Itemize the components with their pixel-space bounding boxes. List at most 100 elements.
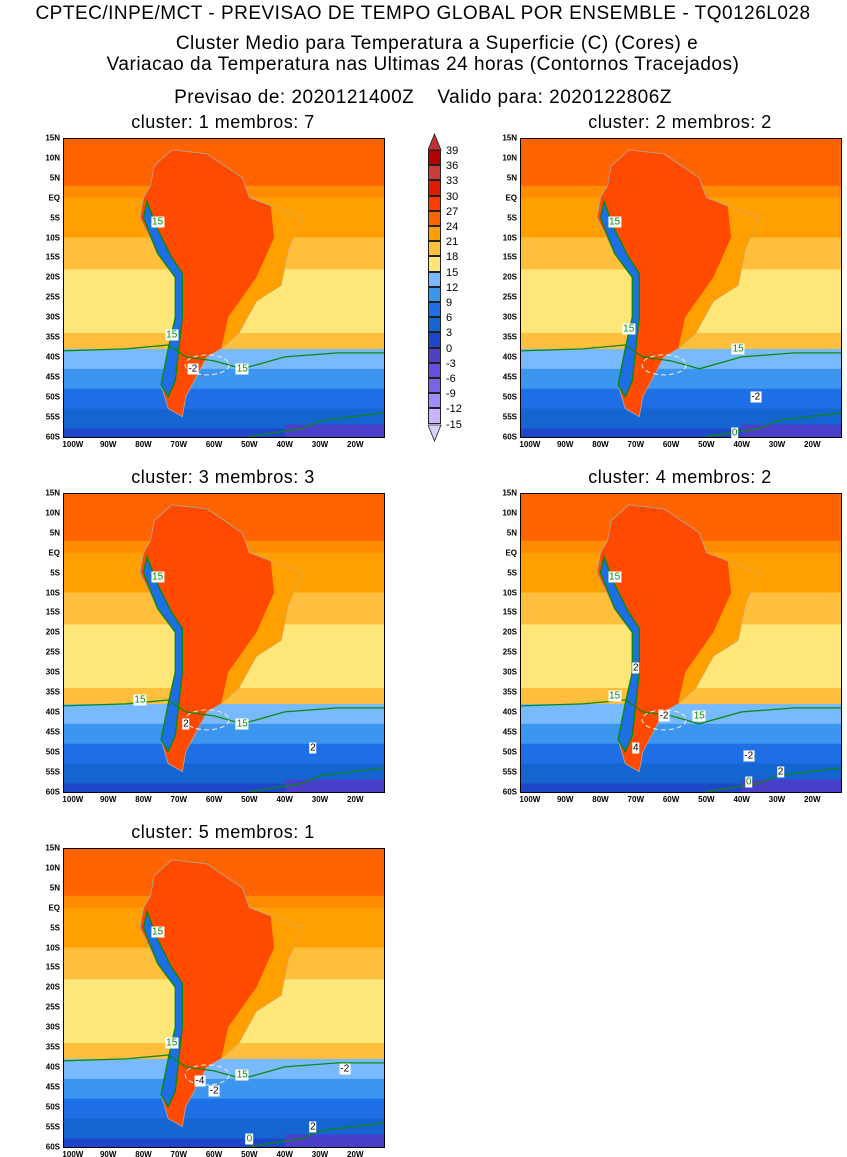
south-america-east-coast — [678, 205, 760, 349]
latitude-tick-label: 15S — [502, 252, 517, 262]
temperature-map — [63, 138, 385, 438]
header-forecast-dates: Previsao de: 2020121400Z Valido para: 20… — [174, 87, 672, 108]
longitude-tick-label: 60W — [662, 440, 680, 449]
longitude-tick-label: 30W — [311, 1150, 329, 1157]
latitude-tick-label: EQ — [505, 193, 517, 203]
colorbar-segment — [428, 317, 441, 333]
temperature-map — [63, 493, 385, 793]
ocean-band — [520, 703, 842, 725]
colorbar-label: -12 — [446, 403, 462, 416]
colorbar-label: -3 — [446, 357, 456, 370]
contour-15-south — [249, 767, 385, 793]
latitude-tick-label: 40S — [45, 707, 60, 717]
longitude-tick-label: 70W — [170, 795, 188, 804]
latitude-tick-label: 5S — [50, 923, 60, 933]
contour-label: 2 — [632, 662, 640, 674]
contour-label: 15 — [692, 710, 706, 722]
longitude-tick-label: 100W — [62, 795, 84, 804]
contour-label: 15 — [731, 343, 745, 355]
latitude-tick-label: 50S — [45, 747, 60, 757]
ocean-band — [63, 1118, 385, 1140]
colorbar-label: 33 — [446, 175, 459, 188]
colorbar-segment — [428, 408, 441, 424]
contour-label: -2 — [187, 363, 199, 375]
cluster-map-panel: 15N 10N 5N EQ 5S 10S 15S 20S 25S 30S 35S 40S 45S 50S 5… — [45, 844, 385, 1157]
latitude-tick-label: 30S — [502, 312, 517, 322]
latitude-tick-label: 10N — [502, 508, 517, 518]
longitude-tick-label: 20W — [347, 440, 364, 449]
latitude-tick-label: 15S — [502, 607, 517, 617]
ocean-band — [741, 779, 842, 793]
latitude-tick-label: EQ — [48, 903, 60, 913]
contour-15 — [520, 699, 842, 725]
contour-label: 15 — [165, 1037, 179, 1049]
longitude-tick-label: 20W — [347, 795, 364, 804]
longitude-tick-label: 90W — [99, 795, 117, 804]
ocean-band — [63, 388, 385, 410]
colorbar-label: 24 — [446, 221, 459, 233]
contour-label: 15 — [608, 571, 622, 583]
latitude-tick-label: 5S — [50, 213, 60, 223]
contour-label: 15 — [151, 571, 165, 583]
colorbar-label: 12 — [446, 281, 459, 294]
latitude-tick-label: 35S — [45, 1042, 60, 1052]
colorbar-label: -15 — [446, 418, 462, 431]
latitude-tick-label: 15N — [45, 843, 60, 853]
latitude-tick-label: 55S — [45, 1122, 60, 1132]
colorbar-label: 39 — [446, 145, 459, 157]
longitude-tick-label: 90W — [99, 1150, 117, 1157]
latitude-tick-label: 45S — [502, 372, 517, 382]
longitude-tick-label: 20W — [804, 440, 821, 449]
longitude-tick-label: 80W — [135, 440, 152, 449]
latitude-tick-label: 10N — [45, 863, 60, 873]
latitude-tick-label: 50S — [45, 1102, 60, 1112]
latitude-tick-label: 10S — [45, 588, 60, 597]
ocean-band — [520, 743, 842, 765]
colorbar-bottom-arrow — [428, 424, 442, 443]
header-subtitle-1: Cluster Medio para Temperatura a Superfi… — [175, 33, 699, 54]
latitude-tick-label: 55S — [502, 412, 517, 422]
latitude-tick-label: 5N — [49, 883, 60, 893]
colorbar-label: 30 — [446, 190, 459, 203]
latitude-tick-label: 15S — [45, 607, 60, 617]
latitude-tick-label: 35S — [45, 332, 60, 342]
contour-label: 15 — [151, 926, 165, 938]
south-america-east-coast — [221, 205, 303, 349]
latitude-tick-label: 50S — [502, 392, 517, 402]
latitude-tick-label: 55S — [45, 412, 60, 422]
contour-label: 15 — [133, 694, 147, 706]
temperature-map — [520, 138, 842, 438]
contour-label: 4 — [632, 742, 640, 754]
longitude-tick-label: 30W — [311, 440, 329, 449]
contour-label: 15 — [608, 690, 622, 702]
colorbar-label: 3 — [446, 327, 453, 340]
contour-label: -2 — [339, 1063, 351, 1075]
longitude-tick-label: 40W — [276, 795, 293, 804]
latitude-tick-label: 45S — [502, 727, 517, 737]
latitude-tick-label: 15N — [502, 488, 517, 498]
panel-title: cluster: 3 membros: 3 — [131, 467, 315, 487]
longitude-tick-label: 60W — [205, 795, 223, 804]
ocean-band — [284, 1134, 385, 1148]
longitude-tick-label: 80W — [135, 1150, 152, 1157]
latitude-tick-label: 55S — [502, 767, 517, 777]
colorbar-segment — [428, 210, 441, 226]
latitude-tick-label: 5S — [507, 568, 517, 578]
ocean-band — [520, 763, 842, 785]
longitude-tick-label: 40W — [733, 795, 750, 804]
latitude-tick-label: 50S — [502, 747, 517, 757]
contour-label: 0 — [744, 776, 753, 788]
latitude-tick-label: 25S — [45, 1002, 60, 1012]
colorbar-segment — [428, 180, 441, 196]
ocean-band — [63, 1138, 385, 1148]
header-title: CPTEC/INPE/MCT - PREVISAO DE TEMPO GLOBA… — [35, 3, 811, 24]
latitude-tick-label: 5N — [506, 173, 517, 183]
latitude-tick-label: 40S — [45, 352, 60, 362]
latitude-tick-label: 30S — [45, 312, 60, 322]
ocean-band — [63, 723, 385, 745]
latitude-tick-label: 5N — [506, 528, 517, 538]
colorbar-top-arrow — [428, 133, 442, 151]
longitude-tick-label: 60W — [205, 440, 223, 449]
ocean-band — [520, 408, 842, 430]
contour-label: 2 — [309, 1121, 317, 1133]
